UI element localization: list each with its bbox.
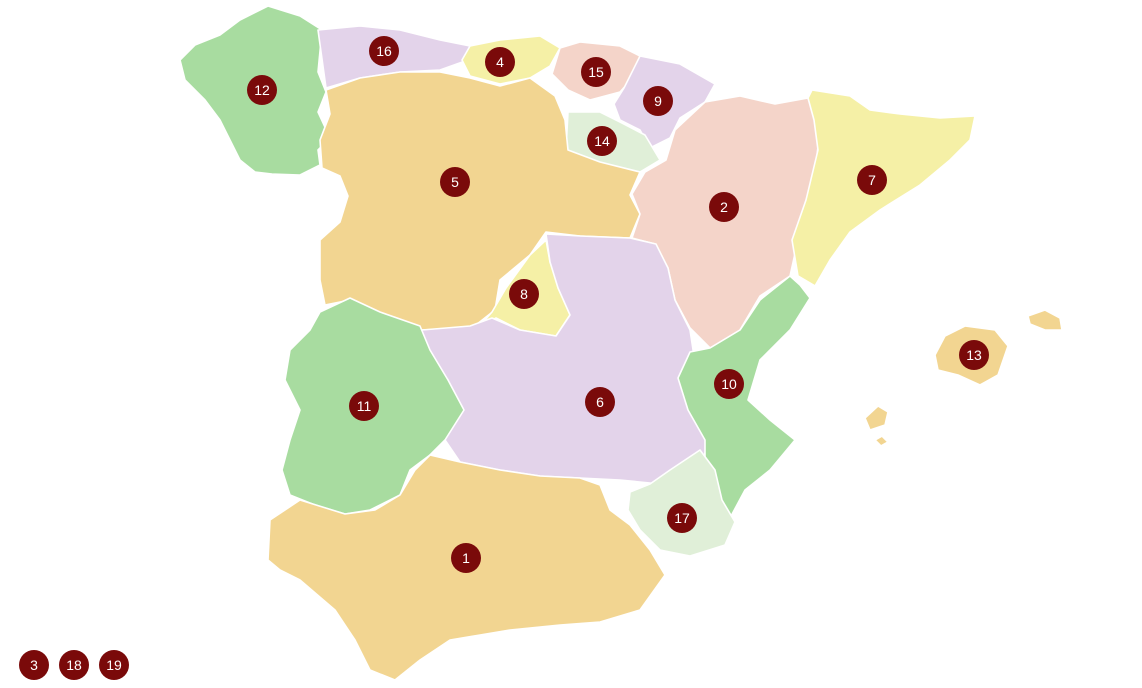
marker-label: 18 xyxy=(66,657,82,673)
marker-label: 14 xyxy=(594,133,610,149)
region-valencia[interactable] xyxy=(677,275,811,519)
marker-label: 13 xyxy=(966,347,982,363)
legend-marker: 18 xyxy=(59,650,89,680)
region-marker: 16 xyxy=(369,36,399,66)
region-marker: 11 xyxy=(349,391,379,421)
marker-label: 10 xyxy=(721,376,737,392)
marker-label: 11 xyxy=(357,398,372,414)
marker-label: 12 xyxy=(254,82,270,98)
legend-marker: 3 xyxy=(19,650,49,680)
region-marker: 8 xyxy=(509,279,539,309)
marker-label: 5 xyxy=(451,174,459,190)
region-marker: 15 xyxy=(581,57,611,87)
marker-label: 6 xyxy=(596,394,604,410)
region-marker: 9 xyxy=(643,86,673,116)
region-marker: 2 xyxy=(709,192,739,222)
region-marker: 5 xyxy=(440,167,470,197)
region-murcia[interactable] xyxy=(627,449,736,557)
marker-label: 3 xyxy=(30,657,38,673)
marker-label: 1 xyxy=(462,550,470,566)
region-marker: 4 xyxy=(485,47,515,77)
marker-label: 7 xyxy=(868,172,876,188)
island-menorca[interactable] xyxy=(1027,309,1063,331)
region-marker: 12 xyxy=(247,75,277,105)
region-marker: 13 xyxy=(959,340,989,370)
region-marker: 7 xyxy=(857,165,887,195)
marker-label: 19 xyxy=(106,657,122,673)
marker-label: 17 xyxy=(674,510,690,526)
marker-label: 4 xyxy=(496,54,504,70)
marker-label: 2 xyxy=(720,199,728,215)
region-marker: 14 xyxy=(587,126,617,156)
region-castilla-y-leon[interactable] xyxy=(319,71,641,331)
island-ibiza[interactable] xyxy=(864,405,889,431)
marker-label: 15 xyxy=(588,64,604,80)
region-marker: 10 xyxy=(714,369,744,399)
marker-label: 16 xyxy=(376,43,392,59)
region-marker: 1 xyxy=(451,543,481,573)
island-formentera[interactable] xyxy=(874,435,889,447)
legend-marker: 19 xyxy=(99,650,129,680)
region-marker: 6 xyxy=(585,387,615,417)
marker-label: 9 xyxy=(654,93,662,109)
marker-label: 8 xyxy=(520,286,528,302)
region-marker: 17 xyxy=(667,503,697,533)
